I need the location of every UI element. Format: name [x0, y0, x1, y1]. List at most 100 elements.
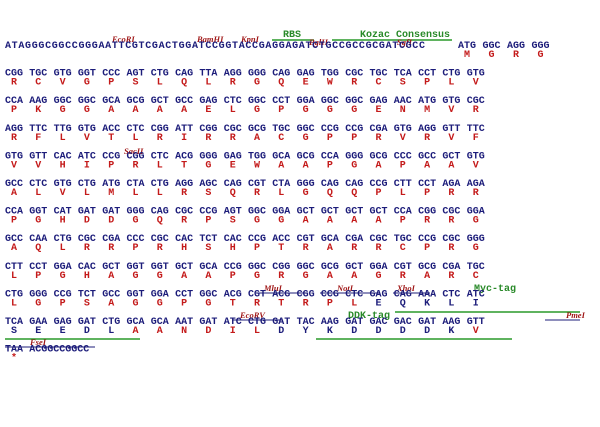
amino-acid: S [132, 78, 138, 89]
codon: TGC [467, 262, 485, 273]
amino-acid: S [230, 216, 236, 227]
codon: CAT [54, 207, 72, 218]
codon: AGG [507, 41, 525, 52]
enzyme-label: MluI [263, 283, 283, 293]
amino-acid: G [303, 188, 309, 199]
amino-acid: A [303, 160, 309, 171]
amino-acid: K [327, 326, 333, 337]
codon: CAG [321, 179, 339, 190]
amino-acid: R [424, 216, 430, 227]
amino-acid: G [132, 271, 138, 282]
codon: GCT [345, 207, 363, 218]
amino-acid: C [400, 243, 406, 254]
amino-acid: A [132, 105, 138, 116]
amino-acid: G [35, 216, 41, 227]
codon: CCA [394, 207, 412, 218]
codon: CGC [442, 207, 460, 218]
amino-acid: P [35, 271, 41, 282]
feature-label: Myc-tag [474, 284, 516, 295]
amino-acid: L [351, 298, 357, 309]
codon: AAC [394, 96, 412, 107]
amino-acid: P [351, 133, 357, 144]
amino-acid: S [84, 298, 90, 309]
amino-acid: L [11, 298, 17, 309]
amino-acid: K [424, 298, 430, 309]
amino-acid: H [230, 243, 236, 254]
amino-acid: M [108, 188, 114, 199]
amino-acid: P [11, 105, 17, 116]
amino-acid: T [278, 298, 284, 309]
amino-acid: E [303, 78, 309, 89]
codon: CTG [151, 69, 169, 80]
enzyme-label: BamHI [196, 34, 224, 44]
codon: GGA [151, 289, 169, 300]
codon: GAC [370, 317, 388, 328]
codon: ATT [175, 124, 193, 135]
amino-acid: P [424, 78, 430, 89]
amino-acid: G [375, 271, 381, 282]
enzyme-label: PmeI [566, 310, 586, 320]
amino-acid: A [375, 160, 381, 171]
codon: GAT [102, 207, 120, 218]
codon: GAT [199, 317, 217, 328]
codon: AGC [199, 179, 217, 190]
amino-acid: D [351, 326, 357, 337]
amino-acid: Q [327, 188, 333, 199]
enzyme-label: SgfI [397, 37, 413, 47]
amino-acid: R [11, 78, 17, 89]
codon: GTT [442, 124, 460, 135]
amino-acid: G [327, 105, 333, 116]
codon: CTG [78, 179, 96, 190]
amino-acid: P [327, 160, 333, 171]
codon: GGG [297, 179, 315, 190]
amino-acid: H [60, 160, 66, 171]
codon: GGG [467, 234, 485, 245]
amino-acid: A [132, 326, 138, 337]
amino-acid: K [35, 105, 41, 116]
codon: GTG [54, 69, 72, 80]
codon: CCT [418, 69, 436, 80]
amino-acid: D [400, 326, 406, 337]
amino-acid: A [327, 271, 333, 282]
amino-acid: G [351, 105, 357, 116]
codon: CCT [272, 96, 290, 107]
amino-acid: A [181, 271, 187, 282]
codon: ACG [224, 289, 242, 300]
codon: TTC [29, 124, 47, 135]
amino-acid: E [375, 298, 381, 309]
codon: CGG [151, 124, 169, 135]
codon: CAG [394, 289, 412, 300]
codon: CGC [224, 124, 242, 135]
codon: GGA [272, 207, 290, 218]
amino-acid: G [537, 50, 543, 61]
amino-acid: R [84, 243, 90, 254]
codon: CGC [442, 234, 460, 245]
amino-acid: T [278, 243, 284, 254]
codon: AGT [224, 207, 242, 218]
codon: GCA [272, 151, 290, 162]
amino-acid: E [35, 326, 41, 337]
amino-acid: S [205, 243, 211, 254]
codon: AGT [127, 69, 145, 80]
codon: GGC [248, 262, 266, 273]
amino-acid: L [448, 78, 454, 89]
amino-acid: A [448, 160, 454, 171]
amino-acid: I [230, 326, 236, 337]
amino-acid: A [351, 216, 357, 227]
amino-acid: P [327, 298, 333, 309]
codon: TTC [467, 124, 485, 135]
codon: CCT [418, 179, 436, 190]
codon: AAG [321, 317, 339, 328]
codon: GCG [370, 151, 388, 162]
amino-acid: R [448, 243, 454, 254]
amino-acid: G [303, 271, 309, 282]
amino-acid: A [327, 216, 333, 227]
amino-acid: I [181, 133, 187, 144]
codon: GTG [467, 151, 485, 162]
amino-acid: L [157, 160, 163, 171]
amino-acid: R [424, 133, 430, 144]
codon: GTT [29, 151, 47, 162]
codon: CAG [272, 69, 290, 80]
codon: TTG [54, 124, 72, 135]
amino-acid: R [181, 216, 187, 227]
